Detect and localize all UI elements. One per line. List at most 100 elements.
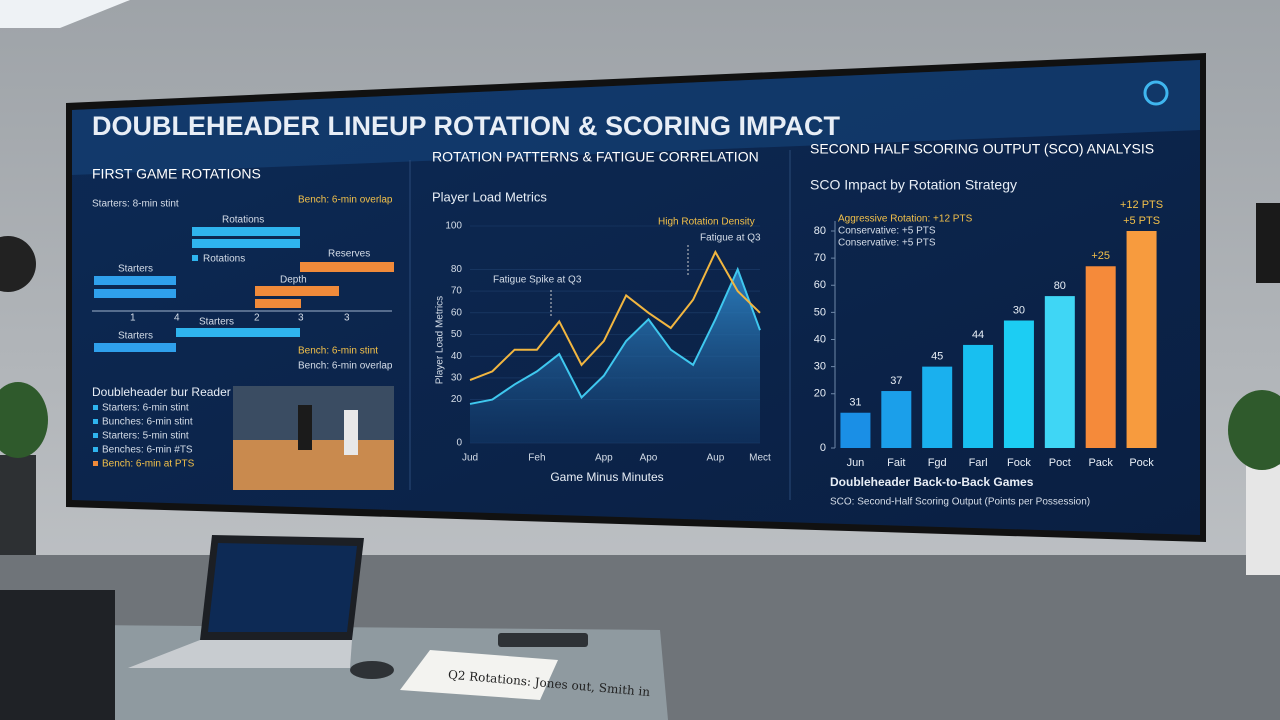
label: Rotations: [222, 215, 264, 226]
annotation: Fatigue at Q3: [700, 233, 761, 244]
list-item: Starters: 6-min stint: [102, 403, 189, 414]
settings-icon: [1143, 80, 1169, 106]
y-tick-label: 0: [456, 438, 462, 449]
gantt-bar: [192, 227, 300, 236]
y-tick-label: 30: [451, 373, 463, 384]
y-tick-label: 40: [814, 333, 826, 345]
bar: [881, 391, 912, 448]
title: DOUBLEHEADER LINEUP ROTATION & SCORING I…: [92, 111, 841, 141]
x-tick-label: Pack: [1088, 457, 1113, 469]
phone: [498, 633, 588, 647]
chart-subtitle: Player Load Metrics: [432, 189, 547, 204]
tick: 2: [254, 313, 260, 324]
laptop-base: [128, 640, 352, 668]
gantt-bar: [94, 289, 176, 298]
bullet: [93, 447, 98, 452]
chart-title: ROTATION PATTERNS & FATIGUE CORRELATION: [432, 149, 759, 165]
player: [298, 405, 312, 450]
tick: 3: [344, 313, 350, 324]
note: Bench: 6-min overlap: [298, 361, 393, 372]
line: [469, 266, 761, 405]
plant: [0, 382, 48, 458]
x-tick-label: Fgd: [928, 457, 947, 469]
y-axis-label: Player Load Metrics: [435, 296, 446, 384]
bar: [963, 344, 994, 448]
bar-label: 45: [931, 351, 943, 363]
x-tick-label: Mect: [749, 453, 771, 464]
footnote: SCO: Second-Half Scoring Output (Points …: [830, 497, 1090, 508]
legend: Rotations: [203, 254, 245, 265]
ceiling-light: [0, 0, 130, 28]
bullet: [93, 419, 98, 424]
y-tick-label: 80: [814, 225, 826, 237]
label: Starters: [199, 317, 234, 328]
list: Starters: 6-min stint Bunches: 6-min stin…: [93, 403, 195, 470]
x-tick-label: Apo: [640, 453, 658, 464]
legend-entry: Conservative: +5 PTS: [838, 226, 936, 237]
x-tick-label: Jud: [462, 453, 478, 464]
list-item: Benches: 6-min #TS: [102, 445, 193, 456]
y-tick-label: 60: [814, 279, 826, 291]
laptop-screen: [208, 543, 357, 632]
y-tick-label: 20: [814, 388, 826, 400]
y-tick-label: 100: [445, 221, 462, 232]
bar-label: 37: [890, 375, 902, 387]
wall-clock: [0, 236, 36, 292]
list-item: Starters: 5-min stint: [102, 431, 189, 442]
bar-label: 30: [1013, 304, 1025, 316]
x-tick-label: Farl: [969, 457, 988, 469]
bar-label: 31: [849, 397, 861, 409]
gantt-bar: [94, 343, 176, 352]
annotation: Fatigue Spike at Q3: [493, 275, 582, 286]
tick: 3: [298, 313, 304, 324]
bullet: [93, 433, 98, 438]
left-heading: FIRST GAME ROTATIONS: [92, 166, 261, 182]
y-tick-label: 50: [814, 306, 826, 318]
bar: [1126, 231, 1157, 448]
area: [470, 269, 760, 443]
bar-label: +5 PTS: [1123, 215, 1160, 227]
bar: [1003, 320, 1034, 448]
label: Reserves: [328, 249, 370, 260]
bullet: [93, 405, 98, 410]
label: Starters: [118, 331, 153, 342]
gantt-bar: [94, 276, 176, 285]
notepad: [400, 650, 558, 700]
line: [469, 249, 761, 382]
tick: 4: [174, 313, 180, 324]
legend-swatch: [192, 255, 198, 261]
gantt-bar: [255, 299, 301, 308]
x-tick-label: Aup: [706, 453, 724, 464]
note: Starters: 8-min stint: [92, 199, 179, 210]
plant-right: [1228, 390, 1280, 470]
bullet: [93, 461, 98, 466]
bar-label: 44: [972, 329, 984, 341]
mouse: [350, 661, 394, 679]
x-tick-label: App: [595, 453, 613, 464]
x-tick-label: Jun: [847, 457, 865, 469]
gantt-bar: [192, 239, 300, 248]
x-tick-label: Fait: [887, 457, 905, 469]
gantt-bar: [300, 262, 394, 272]
court: [233, 440, 394, 490]
legend-entry: Aggressive Rotation: +12 PTS: [838, 214, 973, 225]
y-tick-label: 50: [451, 329, 463, 340]
x-tick-label: Poct: [1049, 457, 1071, 469]
list-item: Bunches: 6-min stint: [102, 417, 193, 428]
legend-entry: Conservative: +5 PTS: [838, 238, 936, 249]
bar: [840, 412, 871, 448]
wall-clock-right: [1256, 203, 1280, 283]
bar-label: 80: [1054, 280, 1066, 292]
gantt-bar: [255, 286, 339, 296]
gantt-bar: [176, 328, 300, 337]
note: Bench: 6-min overlap: [298, 195, 393, 206]
y-tick-label: 30: [814, 361, 826, 373]
charts: ROTATION PATTERNS & FATIGUE CORRELATION P…: [432, 141, 1163, 508]
bar-label: +25: [1091, 250, 1110, 262]
x-axis-label: Game Minus Minutes: [550, 470, 663, 484]
x-tick-label: Pock: [1129, 457, 1154, 469]
chart-subtitle: SCO Impact by Rotation Strategy: [810, 177, 1017, 193]
y-tick-label: 70: [814, 252, 826, 264]
note: Bench: 6-min stint: [298, 346, 378, 357]
